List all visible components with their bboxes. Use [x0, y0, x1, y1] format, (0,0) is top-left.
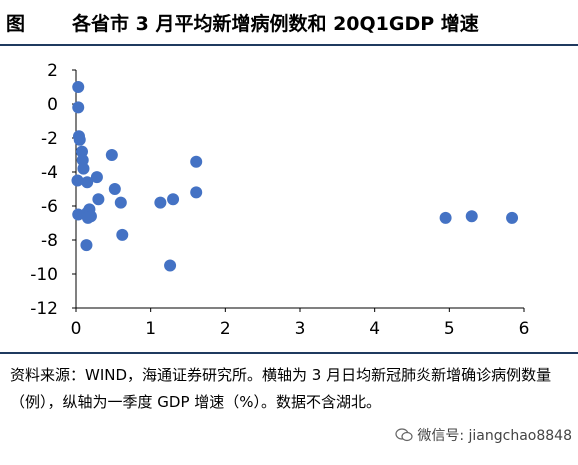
data-point: [72, 208, 85, 221]
y-tick-label: -10: [30, 265, 58, 285]
data-point: [73, 133, 86, 146]
axes: 2 0 -2 -4 -6 -8 -10 -12 0 1 2 3 4 5 6: [30, 61, 529, 339]
x-tick-label: 5: [444, 319, 455, 339]
chart-title: 各省市 3 月平均新增病例数和 20Q1GDP 增速: [72, 13, 479, 35]
data-point: [80, 239, 93, 252]
y-tick-label: -12: [30, 299, 58, 319]
data-point: [72, 81, 85, 93]
title-bar: 图 各省市 3 月平均新增病例数和 20Q1GDP 增速: [0, 0, 578, 46]
data-point: [81, 211, 94, 224]
data-point: [116, 228, 129, 241]
data-point: [465, 210, 478, 223]
x-tick-label: 1: [145, 319, 156, 339]
x-tick-label: 2: [220, 319, 231, 339]
footer-rule: [0, 352, 578, 354]
x-tick-label: 3: [295, 319, 306, 339]
data-point: [108, 183, 121, 195]
x-tick-label: 0: [71, 319, 82, 339]
y-tick-label: -8: [41, 231, 58, 251]
data-point: [77, 162, 90, 175]
data-points: [71, 81, 519, 272]
data-point: [164, 259, 177, 272]
data-point: [81, 176, 94, 189]
data-point: [71, 174, 84, 187]
data-point: [190, 155, 203, 168]
data-point: [167, 193, 180, 206]
scatter-chart: 2 0 -2 -4 -6 -8 -10 -12 0 1 2 3 4 5 6: [30, 61, 529, 339]
data-point: [72, 101, 85, 114]
data-point: [114, 196, 127, 209]
data-point: [90, 171, 103, 184]
figure-label: 图: [6, 13, 26, 35]
watermark: 微信号: jiangchao8848: [395, 425, 572, 445]
y-tick-label: 2: [47, 61, 58, 81]
wechat-icon: [395, 428, 413, 442]
data-point: [92, 193, 105, 206]
watermark-text: 微信号: jiangchao8848: [417, 428, 572, 444]
source-note: 资料来源：WIND，海通证券研究所。横轴为 3 月日均新冠肺炎新增确诊病例数量（…: [10, 366, 552, 411]
data-point: [506, 211, 519, 224]
data-point: [105, 149, 118, 161]
x-tick-label: 4: [369, 319, 380, 339]
data-point: [154, 196, 167, 209]
y-tick-label: -6: [41, 197, 58, 217]
y-tick-label: 0: [47, 95, 58, 115]
y-tick-label: -2: [41, 129, 58, 149]
y-tick-label: -4: [41, 163, 58, 183]
x-tick-label: 6: [519, 319, 530, 339]
data-point: [190, 186, 203, 199]
data-point: [439, 211, 452, 224]
